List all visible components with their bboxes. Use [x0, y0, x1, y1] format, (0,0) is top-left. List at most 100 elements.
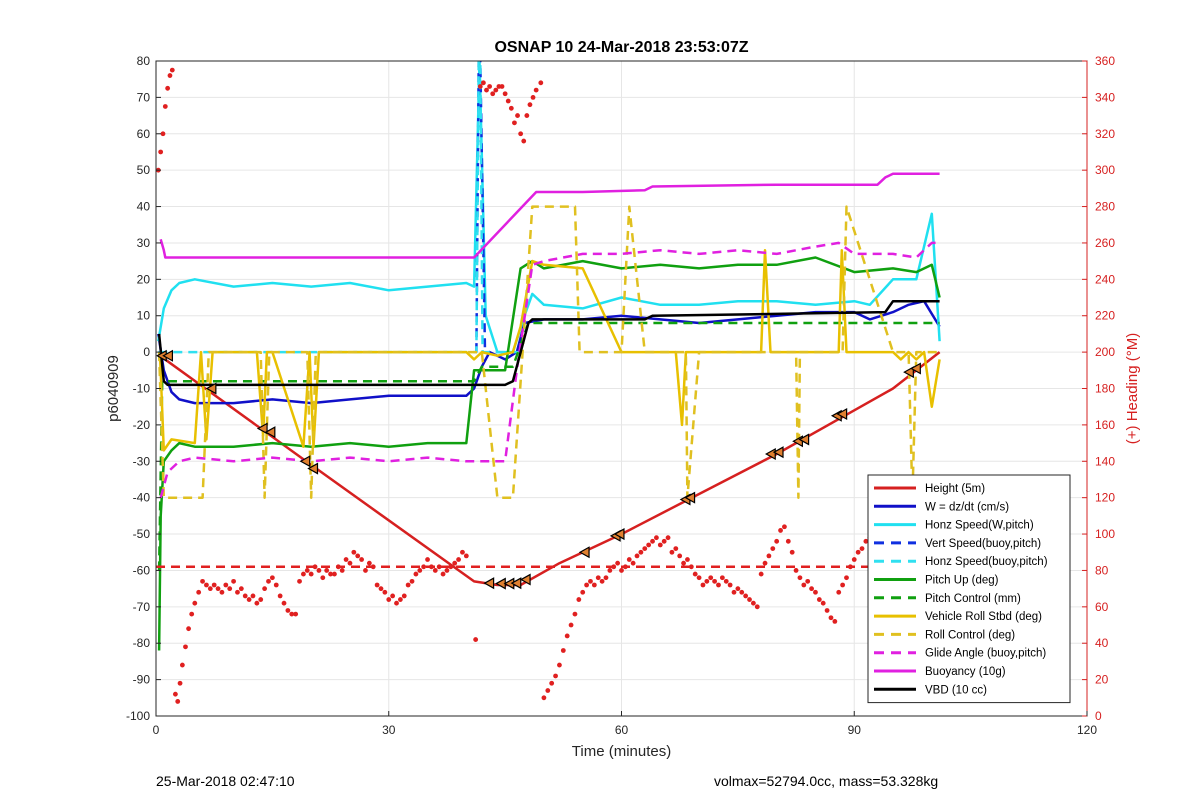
y2-tick-label: 160: [1095, 418, 1115, 432]
heading-point: [572, 611, 578, 617]
heading-point: [576, 597, 582, 602]
heading-point: [177, 680, 183, 686]
heading-point: [301, 571, 306, 577]
dive-marker: [264, 426, 276, 439]
y-tick-label: 10: [137, 309, 151, 323]
heading-point: [681, 560, 686, 566]
heading-point: [167, 73, 173, 78]
y-tick-label: -70: [133, 600, 151, 614]
heading-point: [397, 597, 403, 602]
heading-point: [490, 91, 496, 97]
series-line-height-5m: [159, 351, 941, 587]
heading-point: [716, 582, 721, 588]
heading-point: [524, 113, 530, 118]
heading-point: [200, 578, 205, 584]
y-tick-label: -50: [133, 527, 151, 541]
heading-point: [557, 662, 562, 668]
heading-point: [650, 538, 655, 544]
heading-point: [712, 578, 717, 584]
heading-point: [316, 568, 322, 573]
y-tick-label: -100: [126, 709, 150, 723]
heading-point: [859, 546, 865, 552]
heading-point: [444, 568, 450, 573]
y-tick-label: -80: [133, 636, 151, 650]
heading-point: [847, 564, 853, 570]
legend-label: Roll Control (deg): [925, 629, 1015, 641]
y2-tick-label: 120: [1095, 491, 1115, 505]
right-y-axis: 0 20 40 60 80 100 120 140 160 180 200 220 240 260 280 3…: [1082, 54, 1115, 723]
heading-point: [223, 582, 229, 588]
x-tick-label: 90: [848, 723, 862, 737]
series-line-roll-control-deg: [157, 205, 940, 499]
x-tick-label: 0: [153, 723, 160, 737]
y2-tick-label: 240: [1095, 272, 1115, 286]
heading-point: [401, 593, 407, 599]
heading-point: [390, 593, 396, 599]
y2-tick-label: 320: [1095, 127, 1115, 141]
heading-point: [277, 593, 283, 599]
heading-point: [603, 575, 609, 581]
heading-point: [646, 542, 652, 548]
dive-marker: [256, 422, 268, 435]
heading-point: [269, 575, 275, 581]
y-tick-label: -60: [133, 563, 151, 577]
heading-point: [343, 557, 349, 562]
legend-label: VBD (10 cc): [925, 684, 987, 696]
heading-point: [774, 538, 780, 544]
heading-point: [685, 557, 690, 562]
heading-point: [505, 98, 511, 104]
legend-label: Pitch Up (deg): [925, 575, 999, 587]
heading-point: [297, 578, 302, 584]
heading-point: [731, 589, 737, 595]
heading-point: [568, 622, 574, 628]
heading-point: [231, 578, 236, 584]
heading-point: [654, 535, 659, 541]
y-tick-label: 30: [137, 236, 151, 250]
heading-point: [158, 149, 164, 155]
heading-point: [487, 84, 493, 89]
heading-point: [425, 557, 430, 562]
y-tick-label: -30: [133, 454, 151, 468]
heading-point: [254, 600, 260, 606]
heading-point: [460, 549, 465, 555]
heading-point: [235, 589, 240, 595]
heading-point: [324, 568, 330, 573]
heading-point: [366, 560, 372, 566]
heading-point: [192, 600, 198, 606]
heading-point: [312, 564, 318, 570]
heading-point: [246, 597, 252, 602]
heading-point: [898, 0, 903, 2]
legend-label: Honz Speed(buoy,pitch): [925, 556, 1048, 568]
heading-point: [754, 604, 760, 610]
dive-marker: [836, 407, 848, 420]
dive-marker: [798, 433, 810, 446]
y2-tick-label: 60: [1095, 600, 1109, 614]
heading-point: [545, 688, 551, 693]
y2-tick-label: 20: [1095, 673, 1109, 687]
heading-point: [499, 84, 505, 89]
heading-point: [851, 557, 857, 562]
heading-point: [692, 571, 698, 577]
heading-point: [719, 575, 725, 581]
heading-point: [801, 582, 807, 588]
heading-point: [564, 633, 570, 639]
heading-point: [677, 553, 683, 559]
heading-point: [512, 120, 517, 126]
heading-point: [339, 568, 345, 573]
heading-point: [902, 0, 907, 2]
heading-point: [553, 673, 558, 679]
heading-point: [750, 600, 756, 606]
dive-marker: [162, 349, 174, 362]
heading-point: [266, 578, 271, 584]
heading-point: [591, 582, 597, 588]
heading-point: [708, 575, 714, 581]
heading-point: [347, 560, 353, 566]
heading-point: [723, 578, 729, 584]
heading-point: [382, 589, 388, 595]
heading-point: [595, 575, 601, 581]
y-tick-label: -20: [133, 418, 151, 432]
heading-point: [351, 549, 357, 555]
heading-point: [189, 611, 195, 617]
heading-point: [169, 67, 175, 73]
plot-area: [156, 0, 941, 704]
